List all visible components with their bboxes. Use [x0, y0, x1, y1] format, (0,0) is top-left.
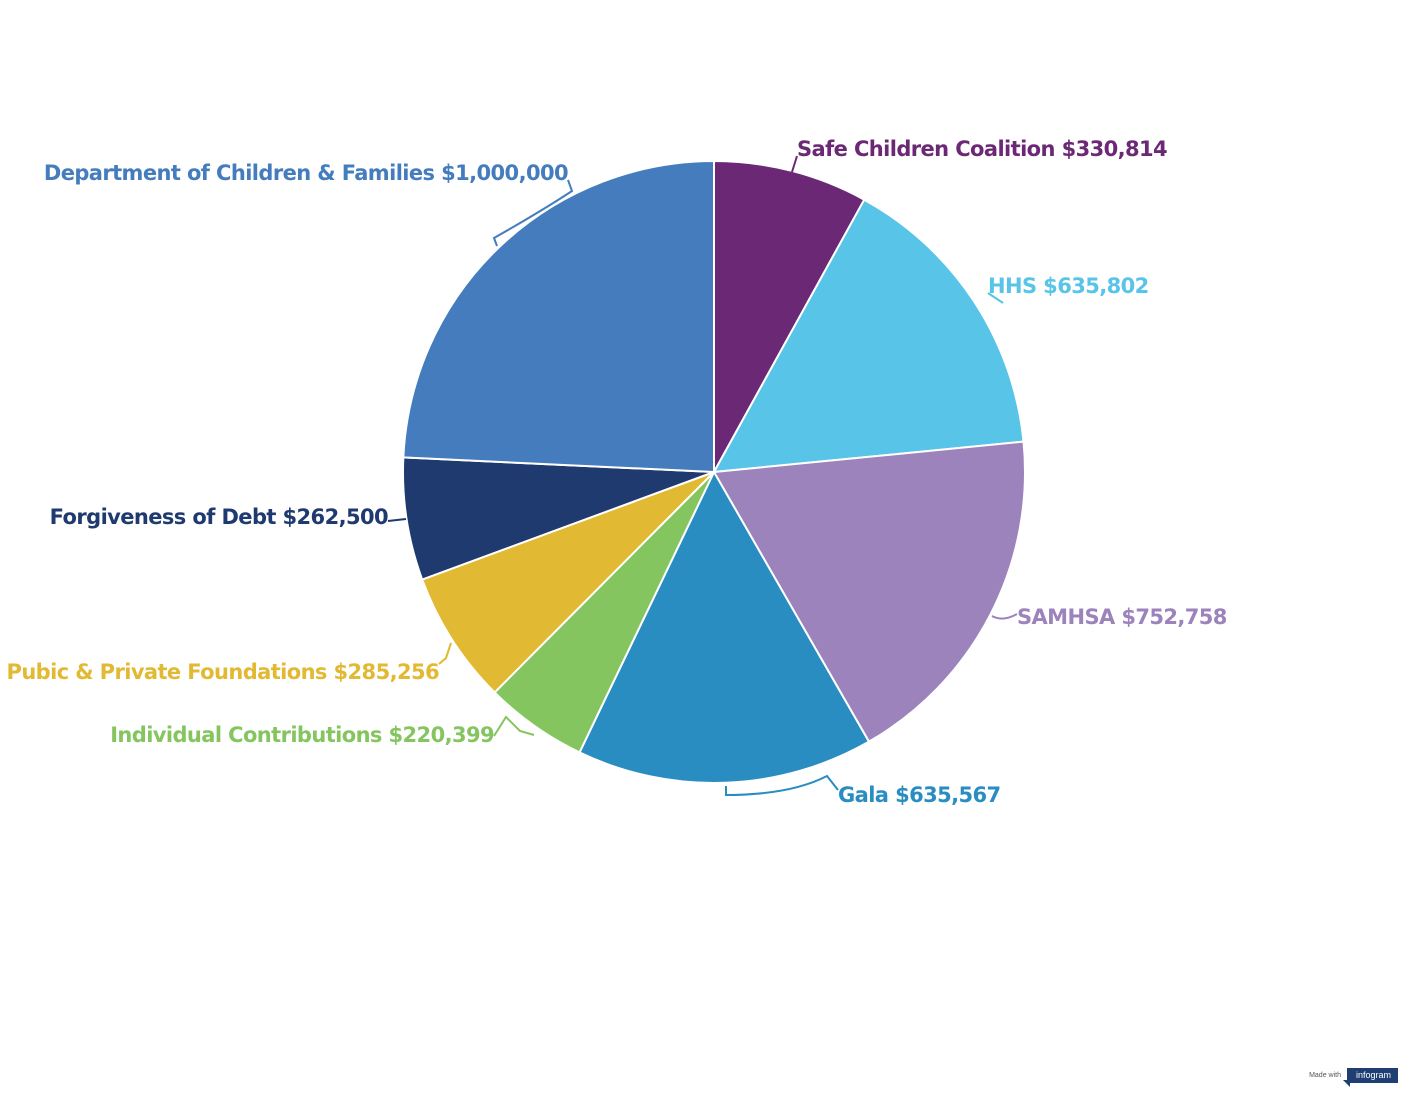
pie-slice[interactable] — [578, 469, 871, 784]
slice-label: Individual Contributions $220,399 — [110, 723, 494, 747]
pie-slice[interactable] — [402, 159, 715, 474]
leader-line — [725, 774, 839, 797]
pie-slice[interactable] — [712, 198, 1025, 474]
pie-slice[interactable] — [712, 440, 1026, 744]
slice-label: Department of Children & Families $1,000… — [44, 161, 568, 185]
leader-lines — [387, 155, 1018, 797]
leader-line — [791, 155, 798, 173]
slice-label: Safe Children Coalition $330,814 — [797, 137, 1167, 161]
slice-label: SAMHSA $752,758 — [1017, 605, 1227, 629]
slice-labels: Safe Children Coalition $330,814 HHS $635… — [7, 137, 1228, 807]
leader-line — [438, 642, 452, 665]
leader-line — [387, 518, 407, 522]
pie-slices — [401, 159, 1026, 784]
pie-slice[interactable] — [401, 456, 715, 581]
made-with-text: Made with — [1309, 1072, 1341, 1079]
pie-slice[interactable] — [420, 471, 715, 694]
slice-label: HHS $635,802 — [988, 274, 1149, 298]
leader-line — [987, 292, 1004, 304]
slice-label: Pubic & Private Foundations $285,256 — [7, 660, 439, 684]
slice-label: Forgiveness of Debt $262,500 — [50, 505, 388, 529]
leader-line — [493, 715, 535, 737]
infogram-logo[interactable]: infogram — [1342, 1068, 1398, 1087]
made-with-infogram-badge[interactable]: Made with infogram — [1309, 1068, 1398, 1087]
leader-line — [492, 179, 574, 247]
leader-line — [991, 613, 1018, 620]
slice-label: Gala $635,567 — [838, 783, 1001, 807]
